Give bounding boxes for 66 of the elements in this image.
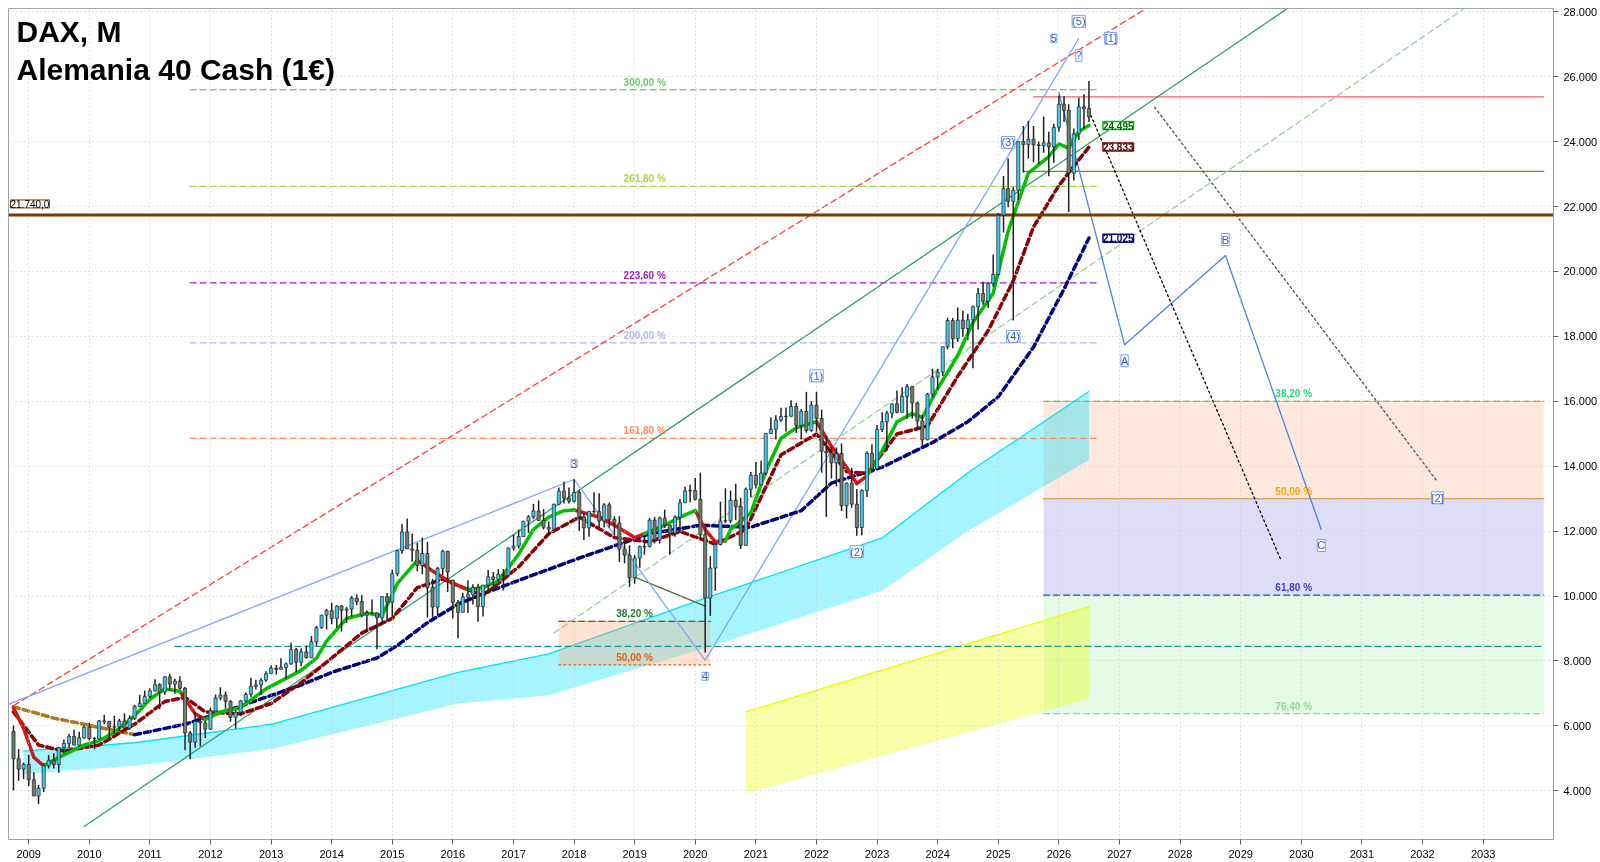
x-tick-label: 2009 [16, 847, 41, 860]
series-label: 261,80 % [623, 173, 666, 185]
y-tick-label: 10.000 [1563, 590, 1598, 603]
chart-title: DAX, M [16, 14, 122, 48]
x-tick-label: 2031 [1349, 847, 1375, 860]
series-label: 200,00 % [623, 329, 666, 341]
y-tick-label: 8.000 [1563, 654, 1592, 667]
series-label: 38,20 % [616, 608, 654, 620]
x-tick-label: 2011 [138, 847, 162, 860]
series-label: 38,20 % [1275, 388, 1313, 400]
x-tick-label: 2026 [1046, 847, 1072, 860]
line-series [1058, 91, 1322, 531]
annotation: 5 [1050, 32, 1057, 45]
annotation: A [1120, 354, 1129, 367]
y-tick-label: 4.000 [1563, 784, 1592, 797]
x-tick-label: 2022 [804, 847, 829, 860]
x-tick-label: 2028 [1167, 847, 1193, 860]
series-label: 223,60 % [623, 269, 666, 281]
y-tick-label: 24.000 [1563, 135, 1598, 148]
x-tick-label: 2033 [1470, 847, 1496, 860]
annotation: 4 [702, 670, 709, 683]
y-tick-label: 6.000 [1563, 719, 1592, 732]
annotation: B [1221, 233, 1230, 246]
annotation: (3) [1001, 136, 1015, 149]
annotation: [1] [1104, 32, 1117, 45]
y-tick-label: 18.000 [1563, 330, 1598, 343]
annotation: ? [1075, 49, 1082, 62]
x-tick-label: 2010 [77, 847, 102, 860]
y-tick-label: 28.000 [1563, 5, 1598, 18]
annotation: (1) [809, 369, 824, 382]
text: Alemania 40 Cash (1€) [16, 52, 335, 86]
y-tick-label: 22.000 [1563, 200, 1598, 213]
annotation: (5) [1072, 15, 1086, 28]
x-tick-label: 2030 [1289, 847, 1314, 860]
x-tick-label: 2017 [501, 847, 526, 860]
x-tick-label: 2027 [1107, 847, 1132, 860]
x-tick-label: 2012 [198, 847, 223, 860]
x-tick-label: 2023 [864, 847, 890, 860]
y-tick-label: 26.000 [1563, 70, 1598, 83]
annotation: C [1317, 539, 1326, 552]
y-tick-label: 14.000 [1563, 460, 1598, 473]
x-tick-label: 2015 [380, 847, 405, 860]
x-tick-label: 2029 [1228, 847, 1253, 860]
y-tick-label: 20.000 [1563, 265, 1598, 278]
annotation: 3 [571, 457, 578, 470]
y-tick-label: 16.000 [1563, 395, 1598, 408]
x-tick-label: 2013 [258, 847, 284, 860]
series-label: 76,40 % [1275, 700, 1313, 712]
x-tick-label: 2021 [743, 847, 769, 860]
x-tick-label: 2018 [561, 847, 587, 860]
annotation: (2) [850, 545, 864, 558]
x-tick-label: 2032 [1410, 847, 1435, 860]
x-tick-label: 2014 [319, 847, 344, 860]
series-label: 161,80 % [623, 425, 666, 437]
series-label: 61,80 % [1275, 582, 1313, 594]
series-label: 300,00 % [623, 76, 666, 88]
x-tick-label: 2020 [682, 847, 708, 860]
annotation: [2] [1431, 491, 1444, 504]
line-series [132, 236, 1091, 737]
annotation: (4) [1006, 330, 1021, 343]
x-tick-label: 2025 [986, 847, 1011, 860]
x-tick-label: 2019 [622, 847, 647, 860]
x-tick-label: 2016 [440, 847, 466, 860]
series-label: 50,00 % [616, 651, 654, 663]
y-tick-label: 12.000 [1563, 525, 1598, 538]
x-tick-label: 2024 [925, 847, 950, 860]
